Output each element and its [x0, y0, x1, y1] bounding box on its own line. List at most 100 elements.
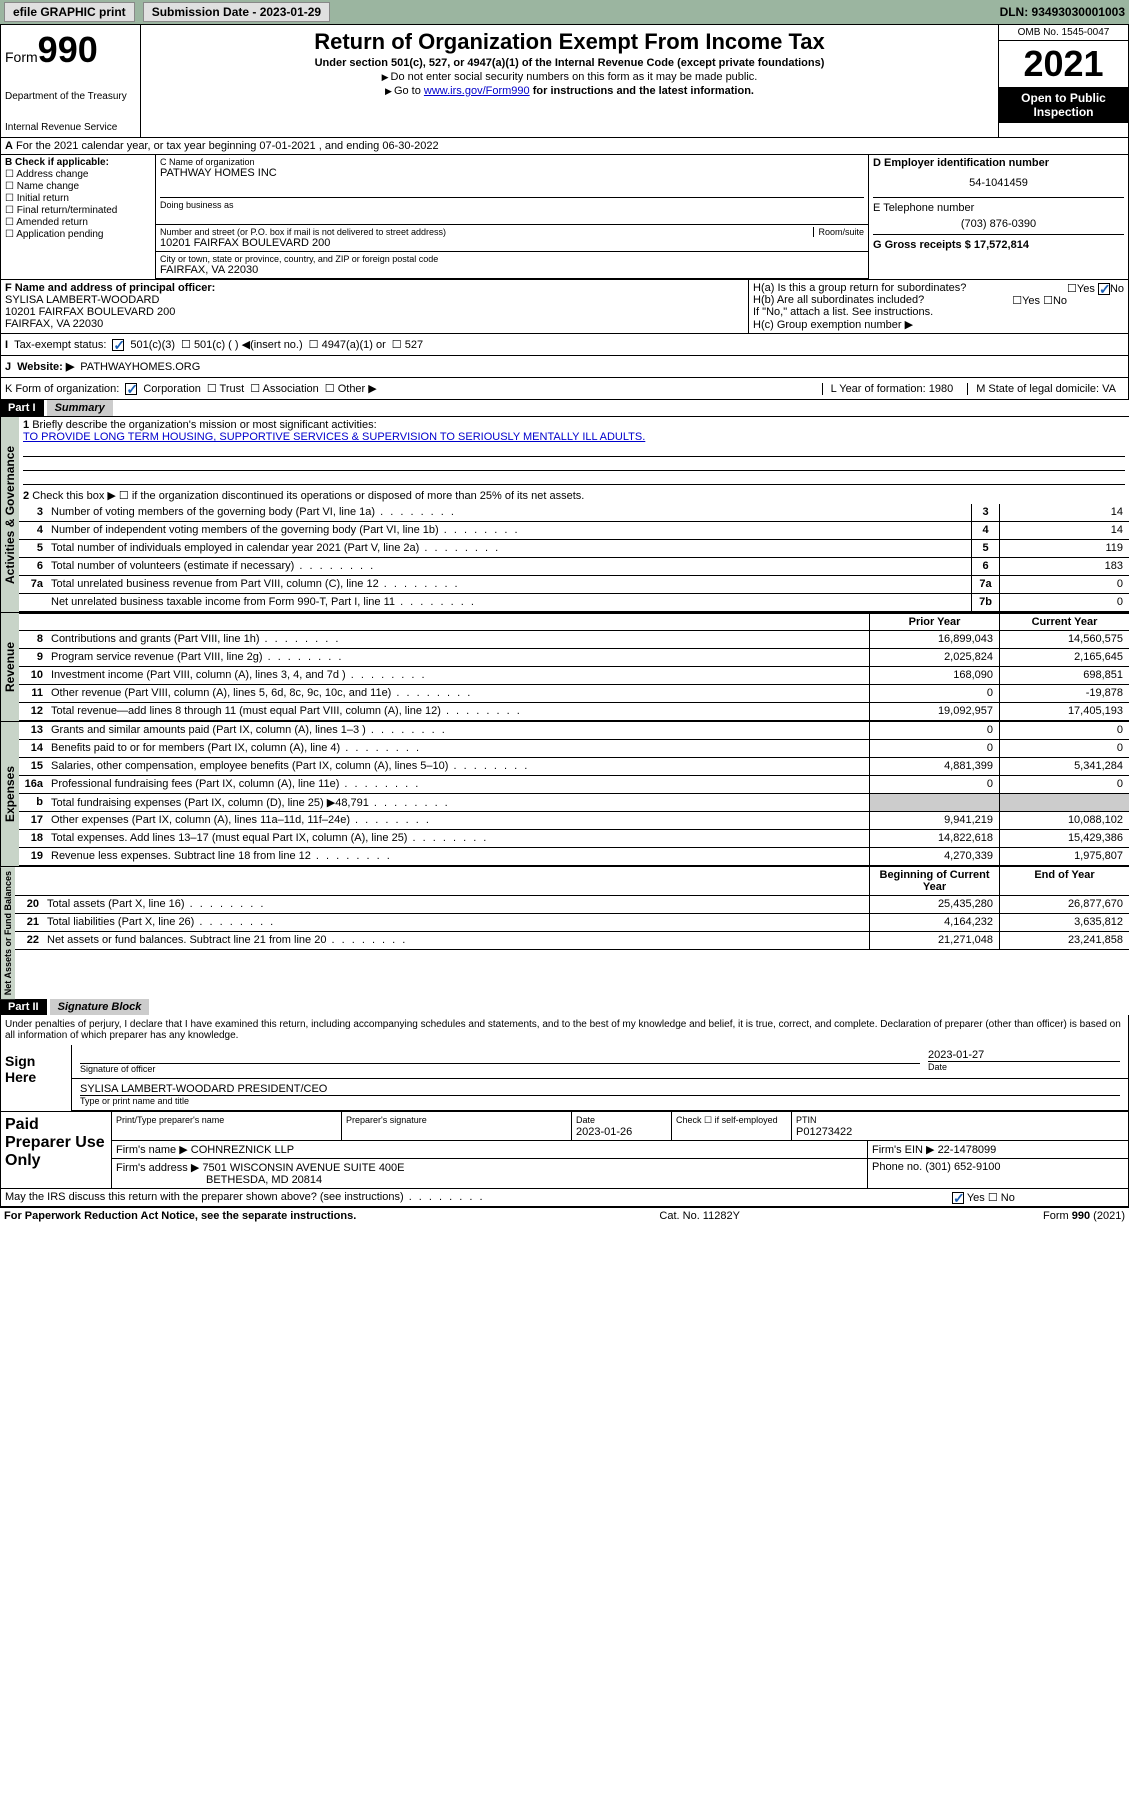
officer-addr1: 10201 FAIRFAX BOULEVARD 200	[5, 306, 744, 318]
table-row: 3Number of voting members of the governi…	[19, 504, 1129, 522]
table-row: 22Net assets or fund balances. Subtract …	[15, 932, 1129, 950]
dept-label: Department of the Treasury	[5, 91, 136, 102]
omb-number: OMB No. 1545-0047	[999, 25, 1128, 41]
form-label: Form	[5, 49, 38, 65]
hb-note: If "No," attach a list. See instructions…	[753, 306, 1124, 318]
sig-date-value: 2023-01-27	[928, 1049, 1120, 1061]
501c3-checkbox[interactable]	[112, 339, 124, 351]
firm-ein: 22-1478099	[938, 1144, 997, 1156]
table-row: 16aProfessional fundraising fees (Part I…	[19, 776, 1129, 794]
open-public-badge: Open to Public Inspection	[999, 87, 1128, 123]
check-name-change[interactable]: ☐ Name change	[5, 181, 151, 192]
org-city: FAIRFAX, VA 22030	[160, 264, 864, 276]
part2-title: Signature Block	[50, 999, 150, 1015]
officer-label: F Name and address of principal officer:	[5, 282, 744, 294]
submission-date-button[interactable]: Submission Date - 2023-01-29	[143, 2, 330, 22]
table-row: 20Total assets (Part X, line 16)25,435,2…	[15, 896, 1129, 914]
table-row: 8Contributions and grants (Part VIII, li…	[19, 631, 1129, 649]
table-row: 17Other expenses (Part IX, column (A), l…	[19, 812, 1129, 830]
section-b: B Check if applicable: ☐ Address change …	[1, 155, 156, 279]
table-row: 7aTotal unrelated business revenue from …	[19, 576, 1129, 594]
mission-text: TO PROVIDE LONG TERM HOUSING, SUPPORTIVE…	[23, 431, 645, 443]
topbar: efile GRAPHIC print Submission Date - 20…	[0, 0, 1129, 24]
irs-link[interactable]: www.irs.gov/Form990	[424, 85, 530, 97]
part1-governance: Activities & Governance 1 Briefly descri…	[0, 416, 1129, 612]
check-initial-return[interactable]: ☐ Initial return	[5, 193, 151, 204]
col-begin-year: Beginning of Current Year	[869, 867, 999, 895]
table-row: 15Salaries, other compensation, employee…	[19, 758, 1129, 776]
tax-year: 2021	[999, 41, 1128, 87]
table-row: 4Number of independent voting members of…	[19, 522, 1129, 540]
vert-governance: Activities & Governance	[0, 417, 19, 612]
dln-label: DLN: 93493030001003	[1000, 5, 1125, 19]
type-name-label: Type or print name and title	[80, 1095, 1120, 1106]
org-name: PATHWAY HOMES INC	[160, 167, 864, 179]
phone-label: E Telephone number	[873, 197, 1124, 214]
paperwork-notice: For Paperwork Reduction Act Notice, see …	[4, 1210, 356, 1222]
section-fgh: F Name and address of principal officer:…	[0, 280, 1129, 334]
website-value: PATHWAYHOMES.ORG	[80, 361, 200, 373]
korg-row: K Form of organization: Corporation ☐ Tr…	[0, 378, 1129, 400]
col-prior-year: Prior Year	[869, 614, 999, 630]
form-footer: Form 990 (2021)	[1043, 1210, 1125, 1222]
officer-name: SYLISA LAMBERT-WOODARD	[5, 294, 744, 306]
row-a: A For the 2021 calendar year, or tax yea…	[0, 138, 1129, 155]
paid-preparer-block: Paid Preparer Use Only Print/Type prepar…	[0, 1112, 1129, 1189]
part1-netassets: Net Assets or Fund Balances Beginning of…	[0, 866, 1129, 999]
phone-value: (703) 876-0390	[873, 214, 1124, 234]
check-final-return[interactable]: ☐ Final return/terminated	[5, 205, 151, 216]
check-address-change[interactable]: ☐ Address change	[5, 169, 151, 180]
part2-header: Part II	[0, 999, 47, 1015]
table-row: 13Grants and similar amounts paid (Part …	[19, 722, 1129, 740]
table-row: 11Other revenue (Part VIII, column (A), …	[19, 685, 1129, 703]
subtitle: Under section 501(c), 527, or 4947(a)(1)…	[149, 57, 990, 69]
hc-label: H(c) Group exemption number ▶	[753, 318, 1124, 331]
form-header: Form990 Department of the Treasury Inter…	[0, 24, 1129, 138]
check-application-pending[interactable]: ☐ Application pending	[5, 229, 151, 240]
part1-revenue: Revenue Prior Year Current Year 8Contrib…	[0, 612, 1129, 721]
sign-here-label: Sign Here	[1, 1045, 71, 1111]
part1-expenses: Expenses 13Grants and similar amounts pa…	[0, 721, 1129, 866]
irs-label: Internal Revenue Service	[5, 122, 136, 133]
part1-header: Part I	[0, 400, 44, 416]
tax-exempt-row: I Tax-exempt status: 501(c)(3) ☐ 501(c) …	[0, 334, 1129, 356]
vert-revenue: Revenue	[0, 613, 19, 721]
org-addr: 10201 FAIRFAX BOULEVARD 200	[160, 237, 864, 249]
efile-print-button[interactable]: efile GRAPHIC print	[4, 2, 135, 22]
addr-label: Number and street (or P.O. box if mail i…	[160, 227, 864, 237]
hb-question: H(b) Are all subordinates included? ☐Yes…	[753, 294, 1124, 306]
officer-addr2: FAIRFAX, VA 22030	[5, 318, 744, 330]
ein-value: 54-1041459	[873, 169, 1124, 197]
goto-line: Go to www.irs.gov/Form990 for instructio…	[149, 85, 990, 97]
col-end-year: End of Year	[999, 867, 1129, 895]
year-formation: L Year of formation: 1980	[822, 383, 962, 395]
part1-title: Summary	[47, 400, 113, 416]
declaration-text: Under penalties of perjury, I declare th…	[1, 1015, 1128, 1045]
form-number: 990	[38, 29, 98, 70]
table-row: 5Total number of individuals employed in…	[19, 540, 1129, 558]
table-row: bTotal fundraising expenses (Part IX, co…	[19, 794, 1129, 812]
part1-header-row: Part I Summary	[0, 400, 1129, 416]
table-row: 9Program service revenue (Part VIII, lin…	[19, 649, 1129, 667]
org-name-label: C Name of organization	[160, 157, 864, 167]
cat-number: Cat. No. 11282Y	[659, 1210, 740, 1222]
gross-receipts: G Gross receipts $ 17,572,814	[873, 234, 1124, 251]
firm-name: COHNREZNICK LLP	[191, 1144, 294, 1156]
check-amended[interactable]: ☐ Amended return	[5, 217, 151, 228]
table-row: 19Revenue less expenses. Subtract line 1…	[19, 848, 1129, 866]
firm-addr: 7501 WISCONSIN AVENUE SUITE 400E	[202, 1162, 404, 1174]
corp-checkbox[interactable]	[125, 383, 137, 395]
sig-date-label: Date	[928, 1061, 1120, 1072]
section-bcd: B Check if applicable: ☐ Address change …	[0, 155, 1129, 280]
line2-text: Check this box ▶ ☐ if the organization d…	[32, 490, 584, 502]
discuss-row: May the IRS discuss this return with the…	[0, 1189, 1129, 1207]
ssn-warning: Do not enter social security numbers on …	[149, 71, 990, 83]
ha-no-checkbox[interactable]	[1098, 283, 1110, 295]
table-row: 21Total liabilities (Part X, line 26)4,1…	[15, 914, 1129, 932]
city-label: City or town, state or province, country…	[160, 254, 864, 264]
discuss-yes-checkbox[interactable]	[952, 1192, 964, 1204]
table-row: 6Total number of volunteers (estimate if…	[19, 558, 1129, 576]
table-row: Net unrelated business taxable income fr…	[19, 594, 1129, 612]
website-row: J Website: ▶ PATHWAYHOMES.ORG	[0, 356, 1129, 378]
officer-name-title: SYLISA LAMBERT-WOODARD PRESIDENT/CEO	[80, 1083, 1120, 1095]
